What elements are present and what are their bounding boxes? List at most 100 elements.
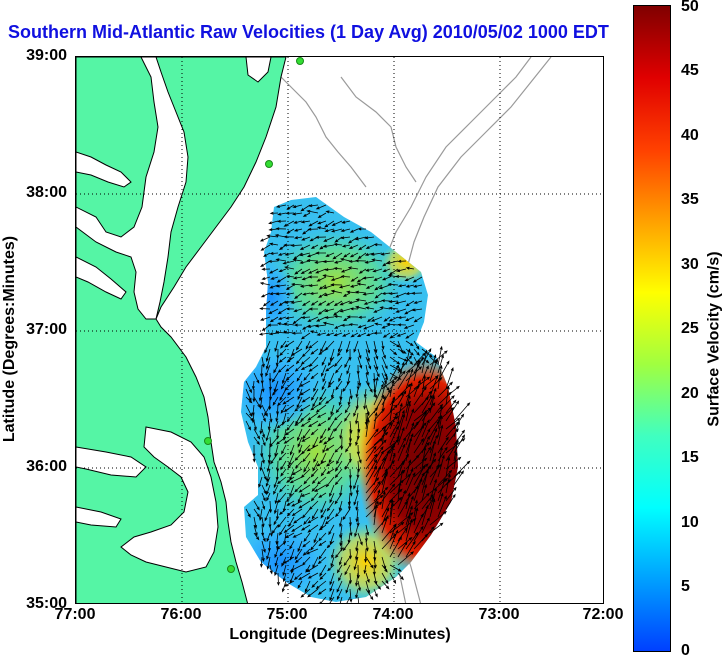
- velocity-arrow: [278, 356, 287, 363]
- velocity-arrow: [389, 536, 402, 558]
- velocity-arrow: [291, 348, 303, 356]
- velocity-arrow: [344, 412, 351, 422]
- velocity-arrow: [334, 356, 343, 368]
- velocity-arrow: [261, 428, 265, 439]
- velocity-arrow: [348, 452, 352, 463]
- velocity-arrow: [411, 308, 423, 312]
- velocity-arrow: [278, 300, 287, 307]
- velocity-arrow: [365, 588, 374, 601]
- velocity-arrow: [282, 260, 295, 265]
- velocity-arrow: [372, 372, 376, 383]
- velocity-arrow: [421, 483, 427, 502]
- velocity-arrow: [245, 420, 251, 431]
- velocity-arrow: [300, 492, 311, 497]
- velocity-arrow: [325, 444, 335, 451]
- velocity-arrow: [321, 380, 327, 391]
- velocity-arrow: [329, 348, 335, 362]
- velocity-arrow: [316, 460, 327, 467]
- velocity-arrow: [322, 274, 335, 278]
- map-area[interactable]: [75, 56, 604, 604]
- velocity-arrow: [288, 452, 295, 466]
- velocity-arrow: [404, 276, 415, 281]
- velocity-arrow: [303, 516, 311, 525]
- velocity-arrow: [344, 460, 351, 470]
- velocity-arrow: [307, 420, 319, 428]
- velocity-arrow: [274, 330, 287, 334]
- velocity-arrow: [374, 322, 383, 326]
- velocity-arrow: [308, 340, 319, 349]
- velocity-arrow: [301, 236, 311, 241]
- velocity-arrow: [305, 340, 311, 350]
- velocity-arrow: [306, 209, 319, 214]
- velocity-arrow: [326, 540, 335, 549]
- velocity-arrow: [366, 332, 375, 337]
- velocity-arrow: [273, 516, 279, 526]
- velocity-arrow: [453, 460, 471, 478]
- velocity-arrow: [260, 260, 271, 268]
- velocity-arrow: [397, 409, 405, 430]
- velocity-arrow: [413, 424, 425, 446]
- velocity-arrow: [258, 388, 263, 402]
- velocity-arrow: [300, 412, 311, 422]
- velocity-arrow: [269, 316, 279, 323]
- velocity-arrow: [355, 298, 367, 302]
- velocity-arrow: [264, 340, 271, 354]
- velocity-arrow: [365, 428, 379, 446]
- velocity-arrow: [357, 348, 362, 360]
- velocity-arrow: [329, 596, 335, 603]
- velocity-arrow: [330, 289, 343, 294]
- velocity-arrow: [301, 436, 311, 442]
- velocity-arrow: [284, 300, 295, 304]
- velocity-arrow: [292, 316, 303, 325]
- velocity-arrow: [445, 385, 450, 406]
- velocity-arrow: [413, 300, 423, 304]
- radar-stations: [204, 57, 304, 573]
- velocity-arrow: [364, 548, 368, 563]
- velocity-arrow: [413, 358, 420, 382]
- map-canvas[interactable]: [76, 57, 604, 604]
- velocity-arrow: [405, 531, 419, 550]
- velocity-arrow: [313, 532, 319, 544]
- velocity-arrow: [300, 588, 311, 598]
- velocity-arrow: [290, 300, 303, 304]
- velocity-arrow: [330, 404, 335, 416]
- velocity-arrow: [328, 524, 335, 536]
- velocity-arrow: [389, 411, 398, 430]
- velocity-arrow: [318, 548, 327, 560]
- velocity-arrow: [311, 484, 319, 492]
- velocity-arrow: [350, 332, 359, 338]
- velocity-arrow: [381, 469, 388, 494]
- velocity-arrow: [297, 492, 303, 504]
- velocity-arrow: [329, 580, 335, 592]
- velocity-arrow: [308, 220, 319, 227]
- velocity-arrow: [266, 460, 271, 473]
- velocity-arrow: [327, 356, 335, 367]
- velocity-arrow: [253, 372, 260, 384]
- velocity-arrow: [251, 380, 255, 391]
- velocity-arrow: [269, 251, 279, 255]
- velocity-arrow: [325, 396, 335, 405]
- velocity-arrow: [353, 476, 359, 490]
- velocity-arrow: [389, 379, 395, 398]
- velocity-arrow: [322, 321, 335, 326]
- velocity-arrow: [365, 540, 369, 552]
- velocity-arrow: [355, 548, 359, 561]
- velocity-arrow: [269, 292, 279, 296]
- velocity-arrow: [299, 404, 311, 412]
- velocity-arrow: [389, 529, 399, 550]
- velocity-arrow: [261, 484, 267, 495]
- velocity-arrow: [397, 368, 411, 390]
- velocity-arrow: [315, 204, 327, 210]
- velocity-arrow: [338, 372, 343, 383]
- velocity-arrow: [357, 324, 367, 329]
- velocity-arrow: [321, 364, 327, 377]
- velocity-arrow: [294, 452, 303, 462]
- velocity-arrow: [413, 525, 424, 542]
- velocity-arrow: [245, 380, 252, 394]
- velocity-arrow: [363, 388, 367, 399]
- velocity-arrow: [282, 556, 295, 564]
- velocity-arrow: [429, 510, 447, 526]
- velocity-arrow: [309, 291, 319, 295]
- velocity-arrow: [305, 548, 319, 555]
- velocity-arrow: [307, 275, 319, 279]
